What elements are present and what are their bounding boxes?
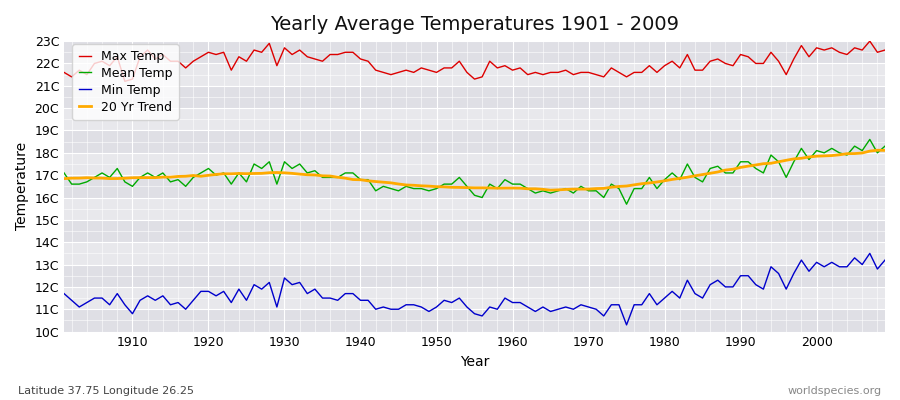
Max Temp xyxy=(515,66,526,70)
Mean Temp xyxy=(621,202,632,207)
Bar xyxy=(64,264,885,287)
Min Temp xyxy=(621,322,632,327)
Bar xyxy=(64,86,885,108)
Mean Temp xyxy=(58,170,69,175)
Bar xyxy=(64,108,885,130)
20 Yr Trend xyxy=(879,148,890,153)
Bar xyxy=(64,242,885,264)
Bar xyxy=(64,64,885,86)
20 Yr Trend xyxy=(332,175,343,180)
Min Temp xyxy=(507,300,517,305)
Line: Max Temp: Max Temp xyxy=(64,41,885,81)
X-axis label: Year: Year xyxy=(460,355,490,369)
Max Temp xyxy=(294,48,305,52)
Min Temp xyxy=(879,258,890,262)
Bar xyxy=(64,220,885,242)
Text: Latitude 37.75 Longitude 26.25: Latitude 37.75 Longitude 26.25 xyxy=(18,386,194,396)
Y-axis label: Temperature: Temperature xyxy=(15,142,29,230)
Min Temp xyxy=(500,296,510,300)
20 Yr Trend xyxy=(507,186,517,190)
Min Temp xyxy=(287,282,298,287)
Min Temp xyxy=(58,291,69,296)
20 Yr Trend xyxy=(500,186,510,190)
Min Temp xyxy=(120,302,130,307)
Mean Temp xyxy=(507,182,517,186)
Mean Temp xyxy=(598,195,609,200)
Mean Temp xyxy=(500,177,510,182)
Bar xyxy=(64,287,885,309)
Title: Yearly Average Temperatures 1901 - 2009: Yearly Average Temperatures 1901 - 2009 xyxy=(270,15,679,34)
Bar xyxy=(64,130,885,153)
Mean Temp xyxy=(287,166,298,171)
Max Temp xyxy=(507,68,517,72)
Bar xyxy=(64,175,885,198)
20 Yr Trend xyxy=(58,176,69,181)
Line: 20 Yr Trend: 20 Yr Trend xyxy=(64,150,885,190)
Line: Mean Temp: Mean Temp xyxy=(64,140,885,204)
Min Temp xyxy=(332,298,343,303)
Mean Temp xyxy=(864,137,875,142)
Mean Temp xyxy=(879,144,890,148)
Text: worldspecies.org: worldspecies.org xyxy=(788,386,882,396)
Max Temp xyxy=(340,50,351,55)
Mean Temp xyxy=(332,175,343,180)
Max Temp xyxy=(120,79,130,84)
Legend: Max Temp, Mean Temp, Min Temp, 20 Yr Trend: Max Temp, Mean Temp, Min Temp, 20 Yr Tre… xyxy=(72,44,179,120)
Max Temp xyxy=(606,66,616,70)
Bar xyxy=(64,41,885,64)
Min Temp xyxy=(598,314,609,318)
Mean Temp xyxy=(120,180,130,184)
Min Temp xyxy=(864,251,875,256)
Bar xyxy=(64,153,885,175)
Line: Min Temp: Min Temp xyxy=(64,253,885,325)
Bar xyxy=(64,198,885,220)
20 Yr Trend xyxy=(545,188,556,192)
Max Temp xyxy=(58,70,69,75)
20 Yr Trend xyxy=(606,185,616,190)
20 Yr Trend xyxy=(872,148,883,153)
Max Temp xyxy=(127,77,138,82)
Bar xyxy=(64,309,885,332)
Max Temp xyxy=(879,48,890,52)
20 Yr Trend xyxy=(120,176,130,181)
Max Temp xyxy=(864,39,875,44)
20 Yr Trend xyxy=(287,171,298,176)
